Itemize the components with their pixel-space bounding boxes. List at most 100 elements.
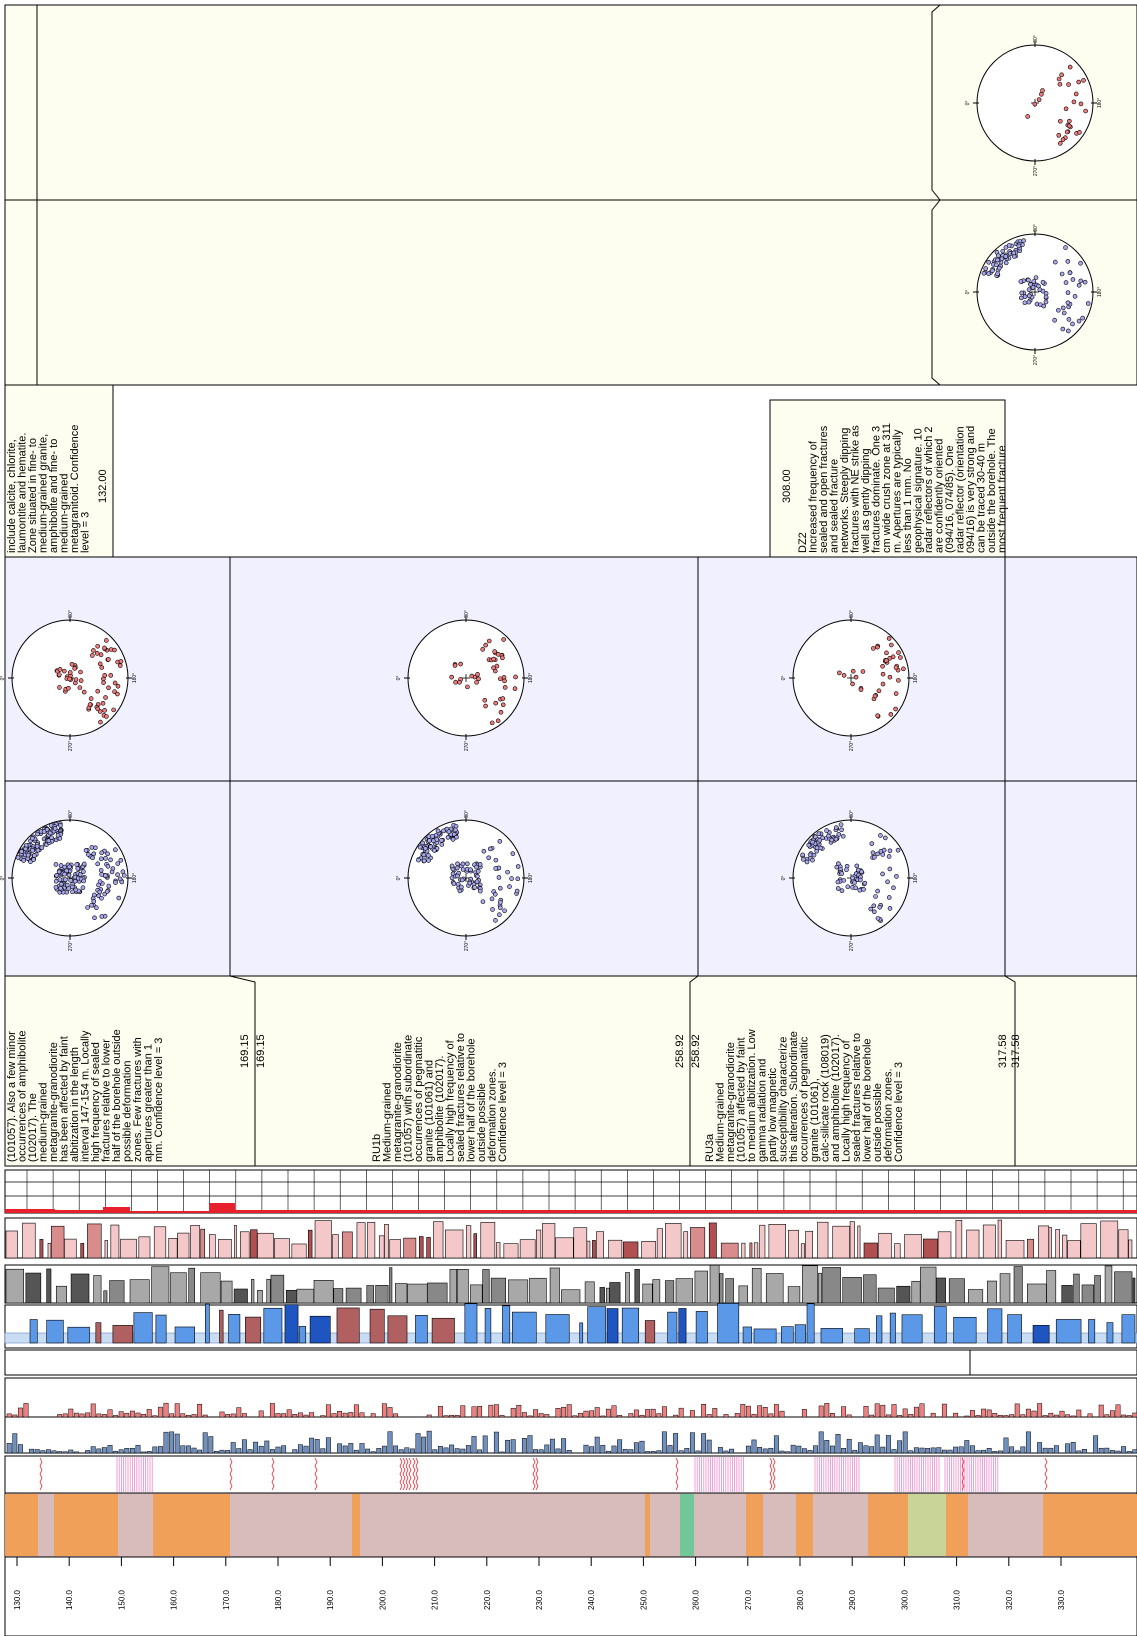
gray-bar	[652, 1279, 661, 1304]
stereonet-pole	[434, 837, 440, 842]
alteration-bar	[586, 1240, 591, 1259]
histogram-red-bar	[68, 1408, 74, 1418]
red-zone-mark	[1044, 1457, 1048, 1491]
rock-unit-3-line: sealed fractures relative to	[851, 1033, 863, 1162]
rock-unit-3-depth-b: 317.58	[1010, 1034, 1022, 1068]
rock-unit-1-line: fractures relative to lower	[101, 1039, 113, 1162]
histogram-red-bar	[885, 1414, 891, 1418]
histogram-red-bar	[1009, 1414, 1015, 1418]
summary-red-4	[130, 1211, 209, 1213]
histogram-blue-bar	[342, 1445, 348, 1454]
stereonet-pole	[97, 661, 103, 667]
depth-tick-label: 260.0	[692, 1589, 701, 1610]
alteration-bar	[982, 1224, 996, 1259]
stereonet-pole	[1078, 278, 1084, 284]
stereonet-pole	[833, 836, 839, 842]
stereonet-pole	[893, 665, 899, 670]
alteration-bar	[39, 1239, 44, 1259]
alteration-bar	[656, 1228, 663, 1259]
histogram-blue-bar	[281, 1445, 287, 1454]
stereonet-pole	[1031, 279, 1037, 284]
blue-bar	[387, 1315, 408, 1344]
histogram-blue-bar	[930, 1447, 936, 1454]
histogram-red-bar	[73, 1412, 79, 1418]
blue-bar	[742, 1326, 752, 1344]
rock-unit-3-line: occurrences of pegmatitic	[799, 1036, 811, 1162]
stereonet-pole	[106, 883, 112, 889]
stereonet-pole	[105, 863, 111, 869]
stereonet-pole	[1057, 141, 1063, 146]
alteration-bar	[1005, 1240, 1025, 1259]
histogram-red-bar	[141, 1413, 147, 1418]
gray-bar	[751, 1267, 762, 1304]
stereonet-pole	[483, 642, 488, 648]
blue-bar	[753, 1328, 777, 1344]
histogram-blue-bar	[118, 1449, 124, 1454]
histogram-blue-bar	[191, 1447, 197, 1454]
rock-unit-2-depth-a: 258.92	[674, 1034, 686, 1068]
gray-bar	[188, 1267, 196, 1304]
stereonet-pole	[454, 834, 459, 840]
rock-unit-2-line: Confidence level = 3	[497, 1062, 509, 1162]
histogram-blue-bar	[986, 1447, 992, 1454]
stereonet-pole	[97, 879, 103, 884]
histogram-blue-bar	[107, 1445, 113, 1454]
rock-unit-2-line: Locally high frequency of	[445, 1039, 457, 1162]
stereonet-pole	[880, 871, 885, 877]
stereonet-pole	[893, 706, 898, 712]
histogram-red-bar	[12, 1414, 18, 1418]
stereonet-pole	[453, 679, 458, 685]
lithology-segment	[680, 1494, 694, 1556]
histogram-blue-bar	[236, 1448, 242, 1454]
stereonet-label-n: 90°	[849, 610, 855, 618]
histogram-blue-bar	[421, 1436, 427, 1454]
stereonet-pole	[472, 885, 477, 890]
histogram-blue-bar	[997, 1450, 1003, 1454]
dz-1-line: Zone situated in fine- to	[27, 438, 39, 553]
histogram-blue-bar	[757, 1447, 763, 1454]
histogram-blue-bar	[622, 1449, 628, 1454]
stereonet-pole	[455, 861, 460, 867]
rock-unit-2-line: (101057) with subordinate	[403, 1035, 415, 1162]
histogram-blue-bar	[185, 1445, 191, 1454]
gray-bar	[266, 1278, 271, 1304]
stereonet-label-e: 180°	[913, 673, 919, 683]
histogram-red-bar	[471, 1406, 477, 1418]
gray-bar	[765, 1273, 784, 1304]
rock-unit-3-line: (101057) affected by faint	[736, 1037, 748, 1162]
rock-unit-3-line: to medium albitization. Low	[746, 1029, 758, 1162]
stereonet-pole	[62, 864, 67, 870]
stereonet-pole	[121, 873, 127, 878]
histogram-red-bar	[992, 1413, 998, 1418]
histogram-red-bar	[241, 1413, 247, 1418]
histogram-blue-bar	[745, 1445, 751, 1454]
stereonet-pole	[53, 862, 59, 867]
dz-1-line: medium-grained	[59, 474, 71, 553]
stereonet-pole	[884, 650, 889, 656]
histogram-blue-bar	[465, 1445, 471, 1454]
histogram-red-bar	[1042, 1415, 1048, 1418]
gray-bar	[987, 1280, 997, 1304]
histogram-red-bar	[818, 1405, 824, 1418]
histogram-red-bar	[79, 1413, 85, 1418]
summary-table	[4, 1169, 1137, 1214]
stereonet-pole	[880, 681, 886, 687]
stereonet-pole	[858, 877, 863, 883]
alteration-bar	[749, 1242, 753, 1259]
blue-bar	[502, 1305, 511, 1344]
blue-bar	[336, 1307, 360, 1344]
depth-axis: 130.0 140.0 150.0 160.0 170.0 180.0 190.0 200.0…	[4, 1556, 1137, 1636]
histogram-blue-bar	[628, 1449, 634, 1454]
stereonet-pole	[102, 873, 108, 878]
histogram-blue-bar	[51, 1450, 57, 1454]
stereonet-pole	[460, 867, 466, 872]
gray-bar	[1081, 1284, 1094, 1304]
stereonet-pole	[25, 852, 31, 858]
stereonet-pole	[103, 695, 108, 700]
stereonet-pole	[489, 896, 495, 902]
stereonet-label-e: 180°	[132, 673, 138, 683]
stereonet-pole	[873, 894, 878, 899]
histogram-blue-bar	[1109, 1450, 1115, 1454]
stereonet-pole	[63, 877, 68, 882]
histogram-red-bar	[197, 1403, 203, 1418]
